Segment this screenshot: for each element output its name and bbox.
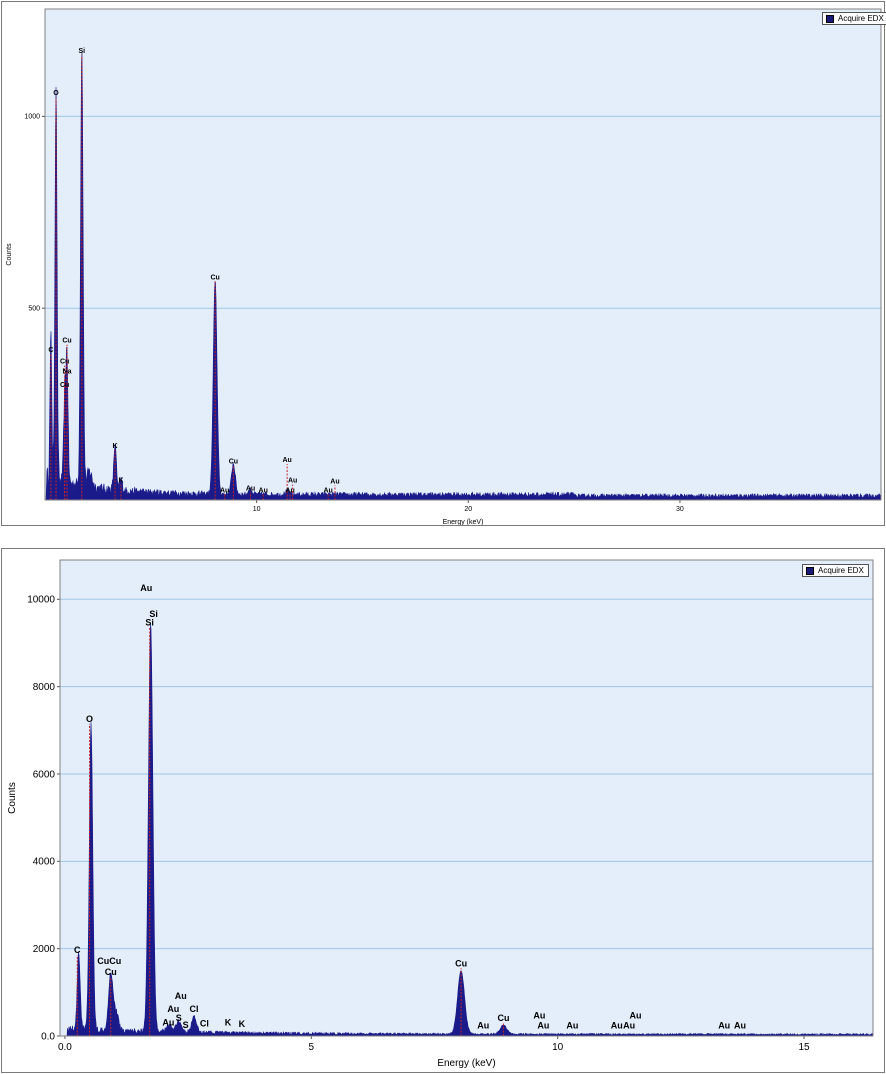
legend-label: Acquire EDX [838, 14, 884, 23]
y-tick-label: 0.0 [41, 1031, 55, 1042]
y-tick-label: 4000 [33, 857, 56, 868]
element-label: CuCu [97, 956, 121, 966]
element-label: Au [623, 1020, 635, 1030]
element-label: Au [533, 1011, 545, 1021]
element-label: Au [220, 488, 229, 495]
x-tick-label: 20 [464, 506, 472, 513]
element-label: C [74, 945, 81, 955]
x-axis-label: Energy (keV) [437, 1058, 495, 1069]
element-label: Au [734, 1020, 746, 1030]
element-label: Au [477, 1020, 489, 1030]
element-label: Na [63, 368, 72, 375]
element-label: Au [167, 1004, 179, 1014]
element-label: Au [537, 1020, 549, 1030]
y-tick-label: 10000 [27, 595, 55, 606]
plot-area [44, 8, 882, 501]
legend-label: Acquire EDX [818, 566, 864, 575]
y-tick-label: 6000 [33, 769, 56, 780]
element-label: S [183, 1020, 189, 1030]
legend-top: Acquire EDX [822, 12, 886, 25]
spectrum-panel-bottom: 0.0 2000 4000 6000 8000 10000 0.0 5 10 15 Energy (… [1, 548, 885, 1073]
element-label: Si [79, 48, 86, 55]
edx-spectrum-chart-top: 500 1000 10 20 30 Energy (keV) Counts C O Cu Cu Na C… [6, 8, 882, 525]
y-tick-label: 2000 [33, 944, 56, 955]
legend-swatch [826, 14, 834, 23]
x-tick-label: 15 [798, 1042, 810, 1053]
x-tick-label: 10 [552, 1042, 564, 1053]
x-axis-label: Energy (keV) [443, 519, 484, 525]
element-label: Au [611, 1020, 623, 1030]
element-label: Au [288, 478, 297, 485]
x-tick-label: 30 [676, 506, 684, 513]
element-label: Cu [60, 359, 69, 366]
element-label: Au [566, 1020, 578, 1030]
element-label: C [48, 347, 53, 354]
element-label: Au [324, 488, 333, 495]
legend-swatch [806, 566, 814, 575]
plot-border [59, 559, 874, 1037]
element-label: Au [162, 1017, 174, 1027]
element-label: Au [330, 478, 339, 485]
element-label: Au [282, 457, 291, 464]
legend-bottom: Acquire EDX [802, 564, 869, 577]
element-label: O [53, 90, 59, 97]
element-label: K [113, 443, 118, 450]
element-label: Cu [62, 338, 71, 345]
spectrum-area [45, 51, 882, 501]
y-tick-label: 500 [28, 306, 40, 313]
element-label: K [239, 1019, 246, 1029]
element-label: K [225, 1017, 232, 1027]
element-label: Au [285, 488, 294, 495]
plot-area [59, 559, 874, 1037]
element-label: Cu [229, 458, 238, 465]
element-label: O [86, 714, 93, 724]
x-tick-label: 0.0 [58, 1042, 72, 1053]
element-label: S [176, 1013, 182, 1023]
element-label: Au [246, 485, 255, 492]
element-label: Au [175, 991, 187, 1001]
element-label: Cu [455, 958, 467, 968]
edx-spectrum-chart-bottom: 0.0 2000 4000 6000 8000 10000 0.0 5 10 15 Energy (… [7, 559, 874, 1069]
element-label: Cu [497, 1013, 509, 1023]
element-label: Si [149, 609, 158, 619]
plot-border [44, 8, 882, 501]
x-tick-label: 5 [309, 1042, 315, 1053]
element-label: Au [630, 1011, 642, 1021]
spectrum-panel-top: 500 1000 10 20 30 Energy (keV) Counts C O Cu Cu Na C… [1, 1, 886, 526]
element-label: Au [140, 583, 152, 593]
element-label: Cu [105, 967, 117, 977]
y-tick-label: 8000 [33, 682, 56, 693]
x-tick-label: 10 [253, 506, 261, 513]
spectrum-area [60, 624, 874, 1037]
element-label: Au [259, 488, 268, 495]
element-label: Si [145, 618, 154, 628]
y-tick-label: 1000 [24, 114, 40, 121]
element-label: Cl [190, 1004, 199, 1014]
element-label: Cl [200, 1019, 209, 1029]
element-label: Au [718, 1020, 730, 1030]
y-axis-label: Counts [6, 243, 13, 266]
element-label: K [118, 478, 123, 485]
element-label: Cu [60, 382, 69, 389]
y-axis-label: Counts [7, 782, 18, 814]
element-label: Cu [210, 274, 219, 281]
